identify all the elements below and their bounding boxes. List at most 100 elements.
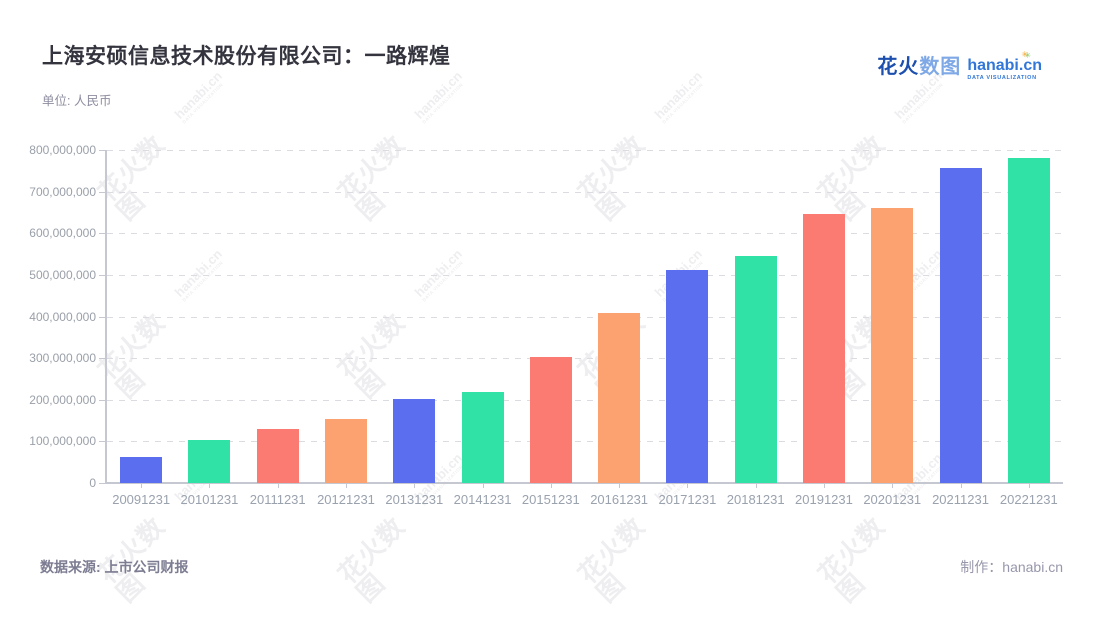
bar-20121231 <box>324 419 367 483</box>
x-tick-mark <box>550 483 552 488</box>
bar-20181231 <box>734 255 777 483</box>
x-tick-mark <box>414 483 416 488</box>
y-tick-label: 500,000,000 <box>29 267 96 282</box>
x-tick-label: 20211231 <box>932 492 989 507</box>
logo-cn-light: 数图 <box>919 56 962 78</box>
x-tick-label: 20181231 <box>726 492 785 507</box>
y-tick-mark <box>99 358 105 360</box>
x-tick-mark <box>482 483 484 488</box>
logo-tagline: DATA VISUALIZATION <box>967 75 1037 81</box>
watermark-en: hanabi.cn <box>171 68 226 122</box>
bar-20221231 <box>1007 157 1050 483</box>
y-tick-label: 0 <box>89 476 96 490</box>
x-tick-label: 20111231 <box>249 492 306 507</box>
credit-note: 制作：hanabi.cn <box>960 559 1063 575</box>
watermark-tagline: DATA VISUALIZATION <box>901 82 944 125</box>
x-tick-mark <box>892 483 894 488</box>
bar-slot <box>585 150 653 488</box>
bar-20151231 <box>529 357 572 483</box>
bar-slot <box>790 150 858 488</box>
gridline <box>107 274 1063 276</box>
x-tick-mark <box>823 483 825 488</box>
logo-cn-text: 花火数图 <box>877 54 961 80</box>
watermark-tagline: DATA VISUALIZATION <box>421 82 464 125</box>
y-tick-mark <box>99 316 105 318</box>
x-axis-labels: 20091231 20101231 20111231 20121231 20131231… <box>107 492 1063 507</box>
bar-slot <box>517 150 585 488</box>
x-tick-label: 20171231 <box>658 492 717 507</box>
gridline <box>107 441 1063 443</box>
unit-label: 单位: 人民币 <box>42 94 112 108</box>
y-tick-label: 300,000,000 <box>29 351 96 366</box>
x-tick-label: 20091231 <box>112 492 171 507</box>
x-tick-label: 20151231 <box>521 492 580 507</box>
x-tick-label: 20191231 <box>795 492 853 507</box>
x-tick-mark <box>1028 483 1030 488</box>
logo-cn-bold: 花火 <box>877 56 920 78</box>
bar-slot <box>653 150 721 488</box>
y-tick-mark <box>99 233 105 235</box>
x-tick-label: 20221231 <box>999 492 1058 507</box>
watermark-en: hanabi.cn <box>651 68 706 122</box>
gridline <box>107 233 1063 235</box>
plot-area <box>107 150 1063 488</box>
logo-en-text: hanabi.cn ✳ <box>967 51 1042 74</box>
hanabi-logo: 花火数图 hanabi.cn ✳ DATA VISUALIZATION <box>877 51 1042 82</box>
bar-slot <box>448 150 516 488</box>
x-tick-label: 20161231 <box>590 492 649 507</box>
y-tick-label: 600,000,000 <box>29 226 96 241</box>
gridline <box>107 358 1063 360</box>
x-tick-label: 20101231 <box>180 492 239 507</box>
x-tick-label: 20141231 <box>453 492 512 507</box>
y-tick-label: 700,000,000 <box>29 184 96 199</box>
bar-20161231 <box>598 312 641 483</box>
bar-20101231 <box>188 439 231 483</box>
watermark-tagline: DATA VISUALIZATION <box>181 82 224 125</box>
bar-20191231 <box>802 213 845 483</box>
x-tick-mark <box>755 483 757 488</box>
x-tick-mark <box>277 483 279 488</box>
watermark-tagline: DATA VISUALIZATION <box>661 82 704 125</box>
y-tick-mark <box>99 483 105 484</box>
x-axis-line <box>105 482 1063 484</box>
page-title: 上海安硕信息技术股份有限公司：一路辉煌 <box>42 45 451 68</box>
bar-20201231 <box>871 208 914 483</box>
bar-slot <box>175 150 243 488</box>
bar-slot <box>380 150 448 488</box>
watermark-cn: 花火数图 <box>92 511 171 608</box>
x-tick-mark <box>960 483 962 488</box>
y-tick-mark <box>99 191 105 193</box>
bar-20131231 <box>393 398 436 483</box>
bar-slot <box>244 150 312 488</box>
y-tick-label: 100,000,000 <box>29 434 96 449</box>
y-tick-mark <box>99 150 105 151</box>
bar-slot <box>926 150 994 488</box>
bar-20141231 <box>461 392 504 483</box>
watermark-cn: 花火数图 <box>332 511 411 608</box>
sparkle-icon: ✳ <box>1021 50 1028 59</box>
x-tick-label: 20121231 <box>317 492 375 507</box>
bar-20091231 <box>120 457 163 483</box>
x-tick-mark <box>141 483 143 488</box>
bar-20111231 <box>256 428 299 483</box>
y-tick-label: 200,000,000 <box>29 392 96 407</box>
y-tick-mark <box>99 399 105 401</box>
bar-slot <box>107 150 175 488</box>
bar-slot <box>858 150 926 488</box>
watermark-cn: 花火数图 <box>812 511 891 608</box>
y-tick-label: 800,000,000 <box>29 143 96 157</box>
gridline <box>107 150 1063 151</box>
watermark-cn: 花火数图 <box>572 511 651 608</box>
x-tick-mark <box>209 483 211 488</box>
logo-right-block: hanabi.cn ✳ DATA VISUALIZATION <box>967 51 1042 82</box>
bar-slot <box>312 150 380 488</box>
bar-series <box>107 150 1063 488</box>
gridline <box>107 191 1063 193</box>
x-tick-mark <box>687 483 689 488</box>
data-source-note: 数据来源: 上市公司财报 <box>40 559 189 575</box>
bar-20211231 <box>939 168 982 483</box>
